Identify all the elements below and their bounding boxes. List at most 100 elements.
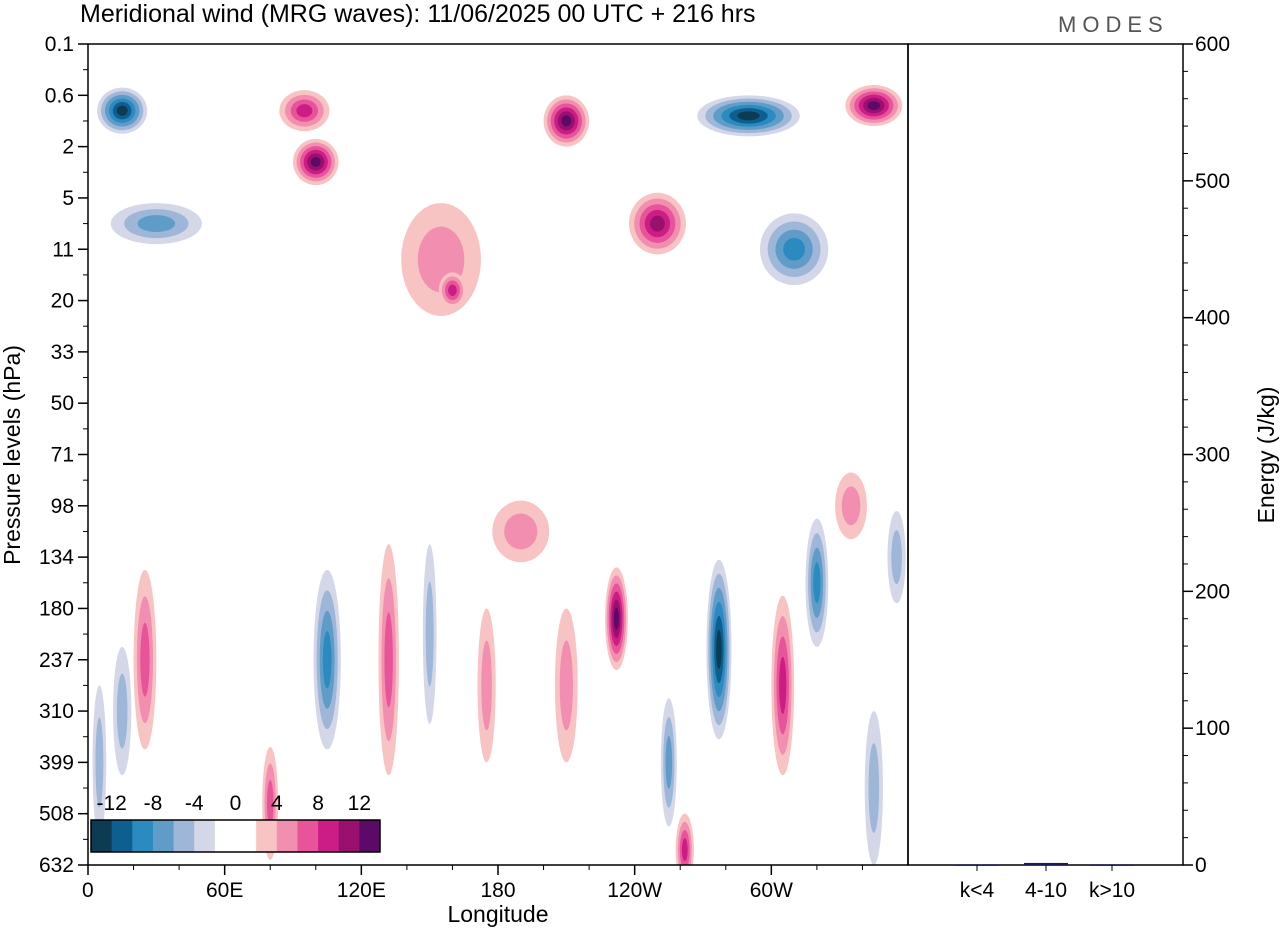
colorbar-label: -8 — [144, 792, 163, 815]
colorbar-swatch — [318, 820, 340, 852]
x-tick-label: 180 — [480, 879, 515, 902]
wind-anomaly-positive — [492, 500, 550, 563]
contour-band — [140, 622, 150, 697]
colorbar-swatch — [91, 820, 113, 852]
contour-band — [681, 838, 688, 862]
y-tick-label: 180 — [39, 597, 74, 620]
energy-axis-label: Energy (J/kg) — [1253, 387, 1279, 524]
contour-band — [266, 780, 274, 827]
colorbar-swatch — [256, 820, 278, 852]
wind-anomaly-negative — [113, 646, 132, 776]
contour-band — [384, 612, 393, 708]
energy-tick-label: 500 — [1195, 170, 1230, 193]
wind-anomaly-positive — [605, 567, 628, 671]
y-tick-label: 134 — [39, 546, 74, 569]
colorbar-swatch — [338, 820, 360, 852]
wind-anomaly-positive — [477, 608, 496, 763]
wind-anomaly-negative — [110, 203, 202, 245]
energy-categories: k<4 4-10 k>10 — [960, 865, 1135, 902]
x-tick-label: 0 — [82, 879, 94, 902]
energy-category-label: 4-10 — [1025, 879, 1067, 902]
x-tick-label: 60E — [206, 879, 243, 902]
colorbar-swatch — [214, 820, 236, 852]
y-tick-label: 310 — [39, 700, 74, 723]
contour-band — [504, 513, 538, 550]
colorbar: -12 -8 -4 0 4 8 12 — [90, 792, 381, 853]
energy-category-label: k>10 — [1089, 879, 1135, 902]
x-axis-label: Longitude — [447, 901, 548, 927]
energy-axis: 0 100 200 300 400 500 600 — [1183, 33, 1230, 877]
energy-tick-label: 300 — [1195, 444, 1230, 467]
colorbar-label: 12 — [348, 792, 371, 815]
colorbar-label: 0 — [230, 792, 242, 815]
contour-band — [448, 284, 457, 297]
contour-band — [481, 640, 492, 731]
energy-category-label: k<4 — [960, 879, 995, 902]
colorbar-swatch — [132, 820, 154, 852]
colorbar-label: 8 — [312, 792, 324, 815]
contour-band — [665, 735, 673, 789]
wind-anomaly-negative — [660, 698, 677, 827]
x-tick-label: 120E — [337, 879, 386, 902]
chart-title: Meridional wind (MRG waves): 11/06/2025 … — [80, 0, 756, 28]
contour-band — [841, 486, 861, 526]
contour-band — [716, 629, 722, 670]
contour-band — [322, 631, 332, 689]
colorbar-swatch — [235, 820, 257, 852]
x-tick-label: 60W — [750, 879, 793, 902]
contour-band — [868, 743, 880, 833]
wind-anomaly-negative — [97, 87, 148, 134]
contour-band — [650, 215, 665, 232]
contour-band — [116, 105, 128, 116]
colorbar-frame — [90, 819, 381, 853]
colorbar-label: 4 — [271, 792, 283, 815]
longitude-axis: 0 60E 120E 180 120W 60W — [82, 865, 863, 902]
energy-panel-frame — [907, 43, 1184, 866]
colorbar-label: -12 — [96, 792, 126, 815]
contour-band — [737, 111, 760, 121]
contour-band — [613, 607, 619, 630]
y-tick-label: 0.1 — [45, 33, 74, 56]
contour-band — [310, 156, 321, 168]
y-tick-label: 50 — [51, 392, 74, 415]
contour-band — [779, 656, 787, 714]
wind-anomaly-positive — [543, 95, 590, 147]
colorbar-swatch — [276, 820, 298, 852]
colorbar-swatch — [297, 820, 319, 852]
colorbar-swatch — [359, 820, 381, 852]
x-tick-label: 120W — [607, 879, 662, 902]
y-tick-label: 11 — [52, 238, 74, 261]
wind-anomaly-negative — [887, 510, 906, 604]
y-tick-label: 399 — [39, 751, 74, 774]
contour-band — [783, 237, 805, 261]
wind-anomaly-negative — [864, 711, 883, 865]
energy-tick-label: 100 — [1195, 717, 1230, 740]
wind-anomaly-negative — [313, 569, 341, 750]
energy-tick-label: 400 — [1195, 307, 1230, 330]
energy-tick-label: 600 — [1195, 33, 1230, 56]
wind-anomaly-positive — [438, 272, 467, 309]
y-tick-label: 98 — [51, 495, 74, 518]
energy-bar — [1024, 862, 1068, 865]
wind-anomaly-positive — [554, 608, 578, 763]
contour-band — [867, 101, 881, 111]
wind-anomaly-negative — [706, 559, 732, 740]
wind-anomaly-positive — [279, 90, 330, 132]
y-axis-label: Pressure levels (hPa) — [0, 345, 25, 565]
y-tick-label: 5 — [62, 187, 74, 210]
wind-anomaly-negative — [697, 95, 800, 137]
y-tick-label: 632 — [39, 854, 74, 877]
contour-band — [95, 717, 104, 808]
y-tick-label: 33 — [51, 341, 74, 364]
wind-anomaly-positive — [845, 85, 903, 127]
wind-anomaly-negative — [92, 685, 107, 840]
colorbar-label: -4 — [185, 792, 204, 815]
wind-anomaly-positive — [133, 569, 157, 750]
wind-anomaly-positive — [293, 138, 339, 186]
energy-tick-label: 0 — [1195, 854, 1207, 877]
contour-band — [116, 673, 128, 749]
y-tick-label: 508 — [39, 803, 74, 826]
wind-anomaly-negative — [805, 518, 829, 647]
